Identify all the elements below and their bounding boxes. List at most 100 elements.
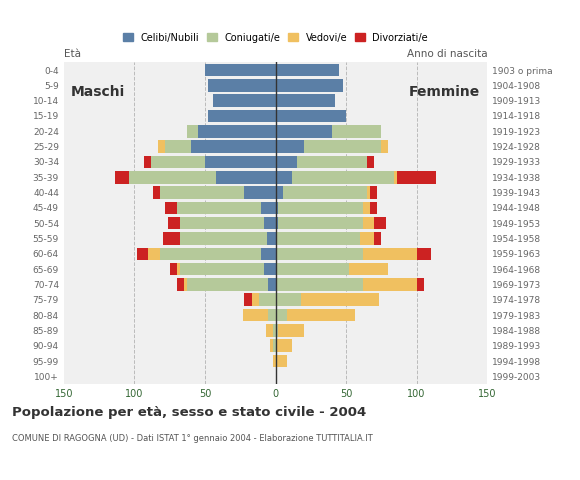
Bar	[198, 125, 276, 138]
Text: Femmine: Femmine	[409, 85, 480, 99]
Bar	[115, 171, 129, 183]
Bar	[276, 64, 339, 76]
Bar	[177, 263, 180, 276]
Bar	[282, 186, 367, 199]
Bar	[168, 217, 180, 229]
Bar	[177, 202, 262, 214]
Bar	[144, 156, 151, 168]
Bar	[205, 156, 276, 168]
Bar	[160, 248, 262, 260]
Legend: Celibi/Nubili, Coniugati/e, Vedovi/e, Divorziati/e: Celibi/Nubili, Coniugati/e, Vedovi/e, Di…	[119, 29, 432, 47]
Bar	[363, 248, 416, 260]
Bar	[374, 232, 382, 245]
Bar	[187, 125, 198, 138]
Bar	[367, 156, 374, 168]
Bar	[269, 278, 276, 291]
Bar	[180, 232, 267, 245]
Bar	[276, 202, 278, 214]
Bar	[276, 263, 349, 276]
Bar	[360, 232, 374, 245]
Bar	[416, 248, 431, 260]
Bar	[278, 324, 304, 336]
Bar	[276, 324, 278, 336]
Bar	[180, 217, 264, 229]
Bar	[370, 202, 377, 214]
Bar	[273, 339, 275, 352]
Bar	[153, 186, 160, 199]
Bar	[276, 293, 301, 306]
Bar	[137, 248, 148, 260]
Bar	[180, 263, 264, 276]
Bar	[292, 171, 394, 183]
Bar	[416, 278, 423, 291]
Bar	[165, 140, 191, 153]
Bar	[363, 202, 370, 214]
Bar	[367, 186, 370, 199]
Bar	[169, 263, 177, 276]
Bar	[276, 278, 363, 291]
Bar	[276, 171, 292, 183]
Bar	[158, 140, 165, 153]
Bar	[273, 324, 275, 336]
Text: Anno di nascita: Anno di nascita	[407, 49, 487, 59]
Bar	[276, 186, 282, 199]
Bar	[213, 95, 276, 107]
Bar	[276, 339, 292, 352]
Text: Età: Età	[64, 49, 81, 59]
Bar	[363, 217, 374, 229]
Bar	[266, 324, 273, 336]
Bar	[184, 278, 187, 291]
Bar	[276, 125, 332, 138]
Bar	[332, 125, 382, 138]
Bar	[216, 171, 276, 183]
Bar	[297, 156, 367, 168]
Bar	[304, 140, 382, 153]
Bar	[165, 202, 177, 214]
Bar	[276, 95, 335, 107]
Bar	[269, 309, 276, 322]
Bar	[370, 186, 377, 199]
Bar	[259, 293, 276, 306]
Bar	[394, 171, 397, 183]
Bar	[208, 79, 276, 92]
Bar	[276, 248, 363, 260]
Bar	[129, 171, 216, 183]
Bar	[205, 64, 276, 76]
Bar	[148, 248, 160, 260]
Bar	[276, 156, 297, 168]
Bar	[208, 110, 276, 122]
Bar	[162, 232, 180, 245]
Bar	[151, 156, 205, 168]
Bar	[160, 186, 244, 199]
Bar	[262, 202, 275, 214]
Bar	[267, 232, 276, 245]
Bar	[264, 263, 276, 276]
Bar	[349, 263, 389, 276]
Bar	[363, 278, 416, 291]
Bar	[270, 339, 273, 352]
Bar	[252, 293, 259, 306]
Bar	[276, 79, 343, 92]
Bar	[177, 278, 184, 291]
Bar	[276, 355, 287, 367]
Bar	[276, 232, 360, 245]
Text: COMUNE DI RAGOGNA (UD) - Dati ISTAT 1° gennaio 2004 - Elaborazione TUTTITALIA.IT: COMUNE DI RAGOGNA (UD) - Dati ISTAT 1° g…	[12, 434, 372, 444]
Text: Popolazione per età, sesso e stato civile - 2004: Popolazione per età, sesso e stato civil…	[12, 406, 366, 419]
Bar	[278, 217, 363, 229]
Bar	[191, 140, 276, 153]
Bar	[262, 248, 275, 260]
Bar	[276, 217, 278, 229]
Bar	[301, 293, 379, 306]
Bar	[187, 278, 269, 291]
Bar	[276, 110, 346, 122]
Bar	[382, 140, 389, 153]
Bar	[244, 293, 252, 306]
Bar	[273, 355, 275, 367]
Bar	[276, 140, 304, 153]
Bar	[276, 309, 287, 322]
Bar	[244, 186, 276, 199]
Bar	[374, 217, 386, 229]
Bar	[397, 171, 436, 183]
Bar	[287, 309, 354, 322]
Bar	[243, 309, 269, 322]
